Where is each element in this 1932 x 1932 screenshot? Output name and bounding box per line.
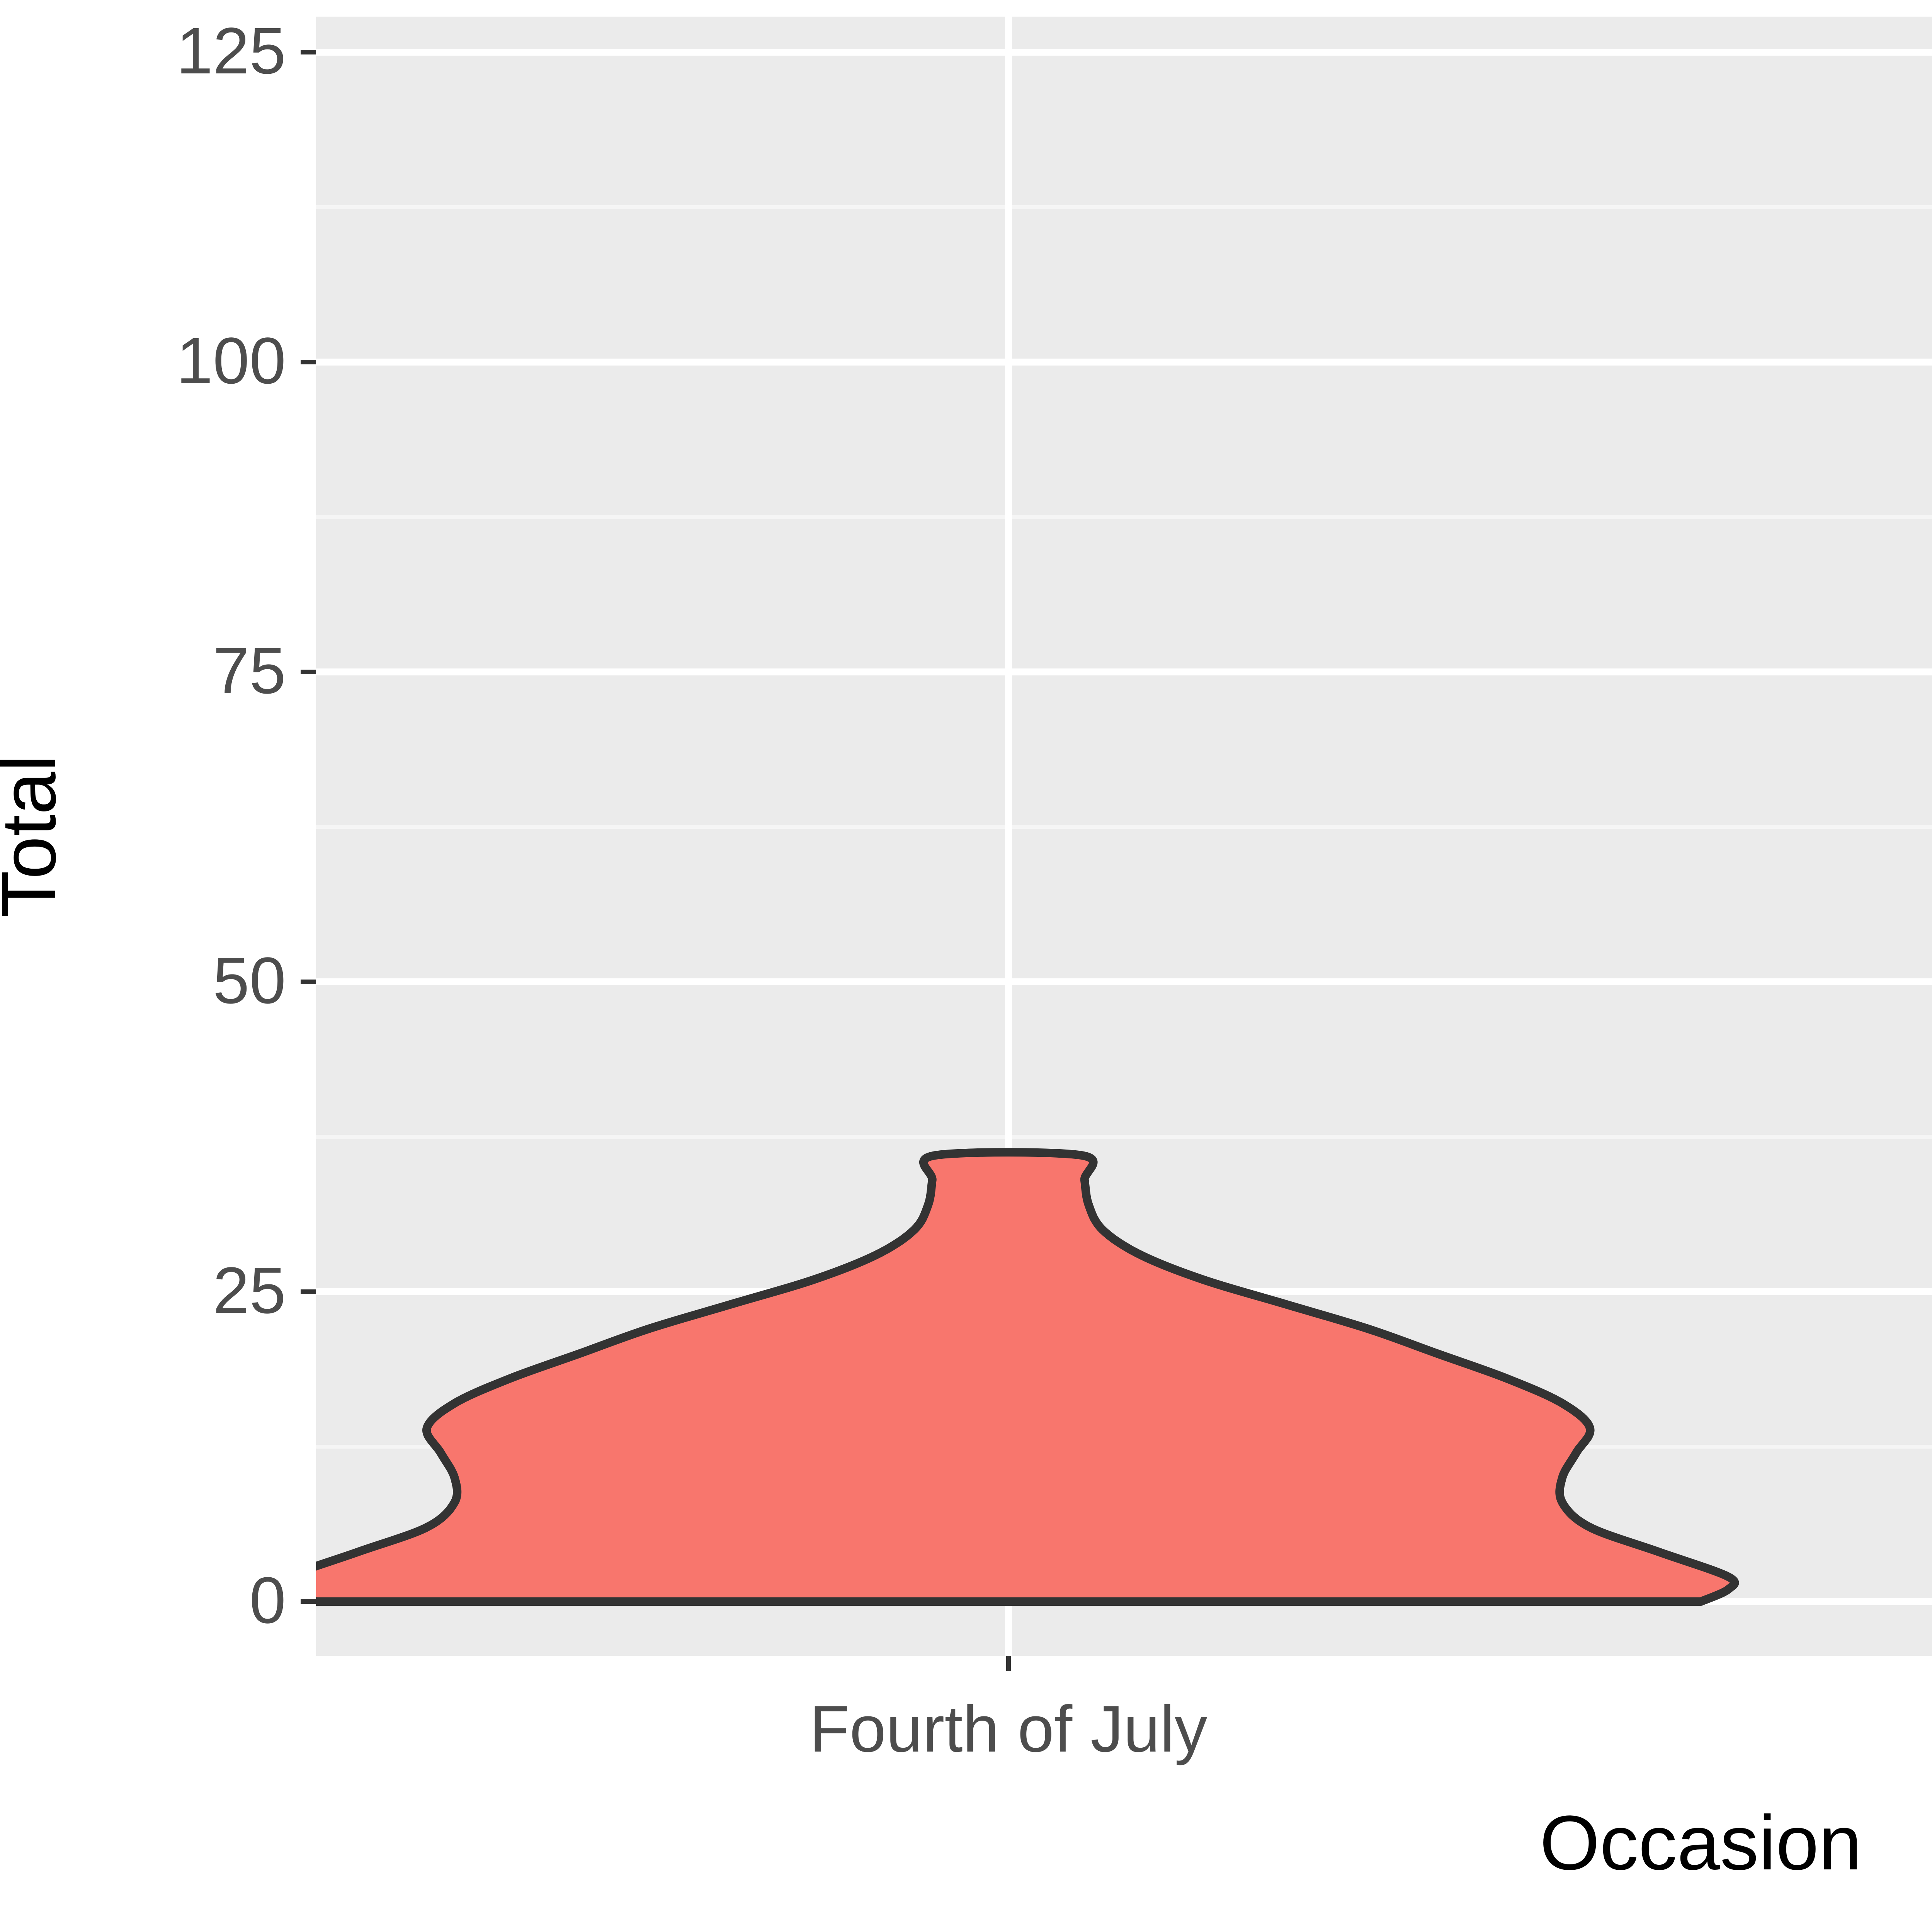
gridline-major-horizontal xyxy=(316,359,1932,366)
y-axis-tick-label: 100 xyxy=(176,324,286,398)
x-axis-tick-label: Fourth of July xyxy=(809,1692,1208,1766)
violin-fourth-of-july xyxy=(316,1148,1739,1606)
plot-panel xyxy=(316,17,1932,1656)
y-axis-tick-mark xyxy=(301,360,316,364)
y-axis-tick-mark xyxy=(301,50,316,54)
y-axis-tick-mark xyxy=(301,1599,316,1604)
y-axis-tick-label: 0 xyxy=(249,1564,286,1637)
y-axis-tick-label: 50 xyxy=(213,944,286,1017)
y-axis-tick-label: 125 xyxy=(176,14,286,88)
gridline-minor-horizontal xyxy=(316,825,1932,829)
x-axis-tick-mark xyxy=(1006,1656,1011,1671)
y-axis-title-text: Total xyxy=(0,754,72,918)
y-axis-tick-mark xyxy=(301,1289,316,1294)
y-axis-tick-mark xyxy=(301,980,316,984)
x-axis-title: Occasion xyxy=(1539,1800,1862,1886)
gridline-minor-horizontal xyxy=(316,205,1932,209)
gridline-major-horizontal xyxy=(316,978,1932,985)
y-axis-title: Total xyxy=(0,0,73,1686)
gridline-minor-horizontal xyxy=(316,1135,1932,1139)
y-axis-tick-label: 25 xyxy=(213,1254,286,1327)
x-axis-tick-label: Normal Thursday xyxy=(1929,1696,1932,1762)
violin-layer xyxy=(316,1148,1739,1606)
gridline-minor-horizontal xyxy=(316,515,1932,519)
y-axis-tick-label: 75 xyxy=(213,634,286,707)
gridline-major-horizontal xyxy=(316,49,1932,56)
y-axis-tick-mark xyxy=(301,670,316,674)
gridline-major-horizontal xyxy=(316,668,1932,675)
